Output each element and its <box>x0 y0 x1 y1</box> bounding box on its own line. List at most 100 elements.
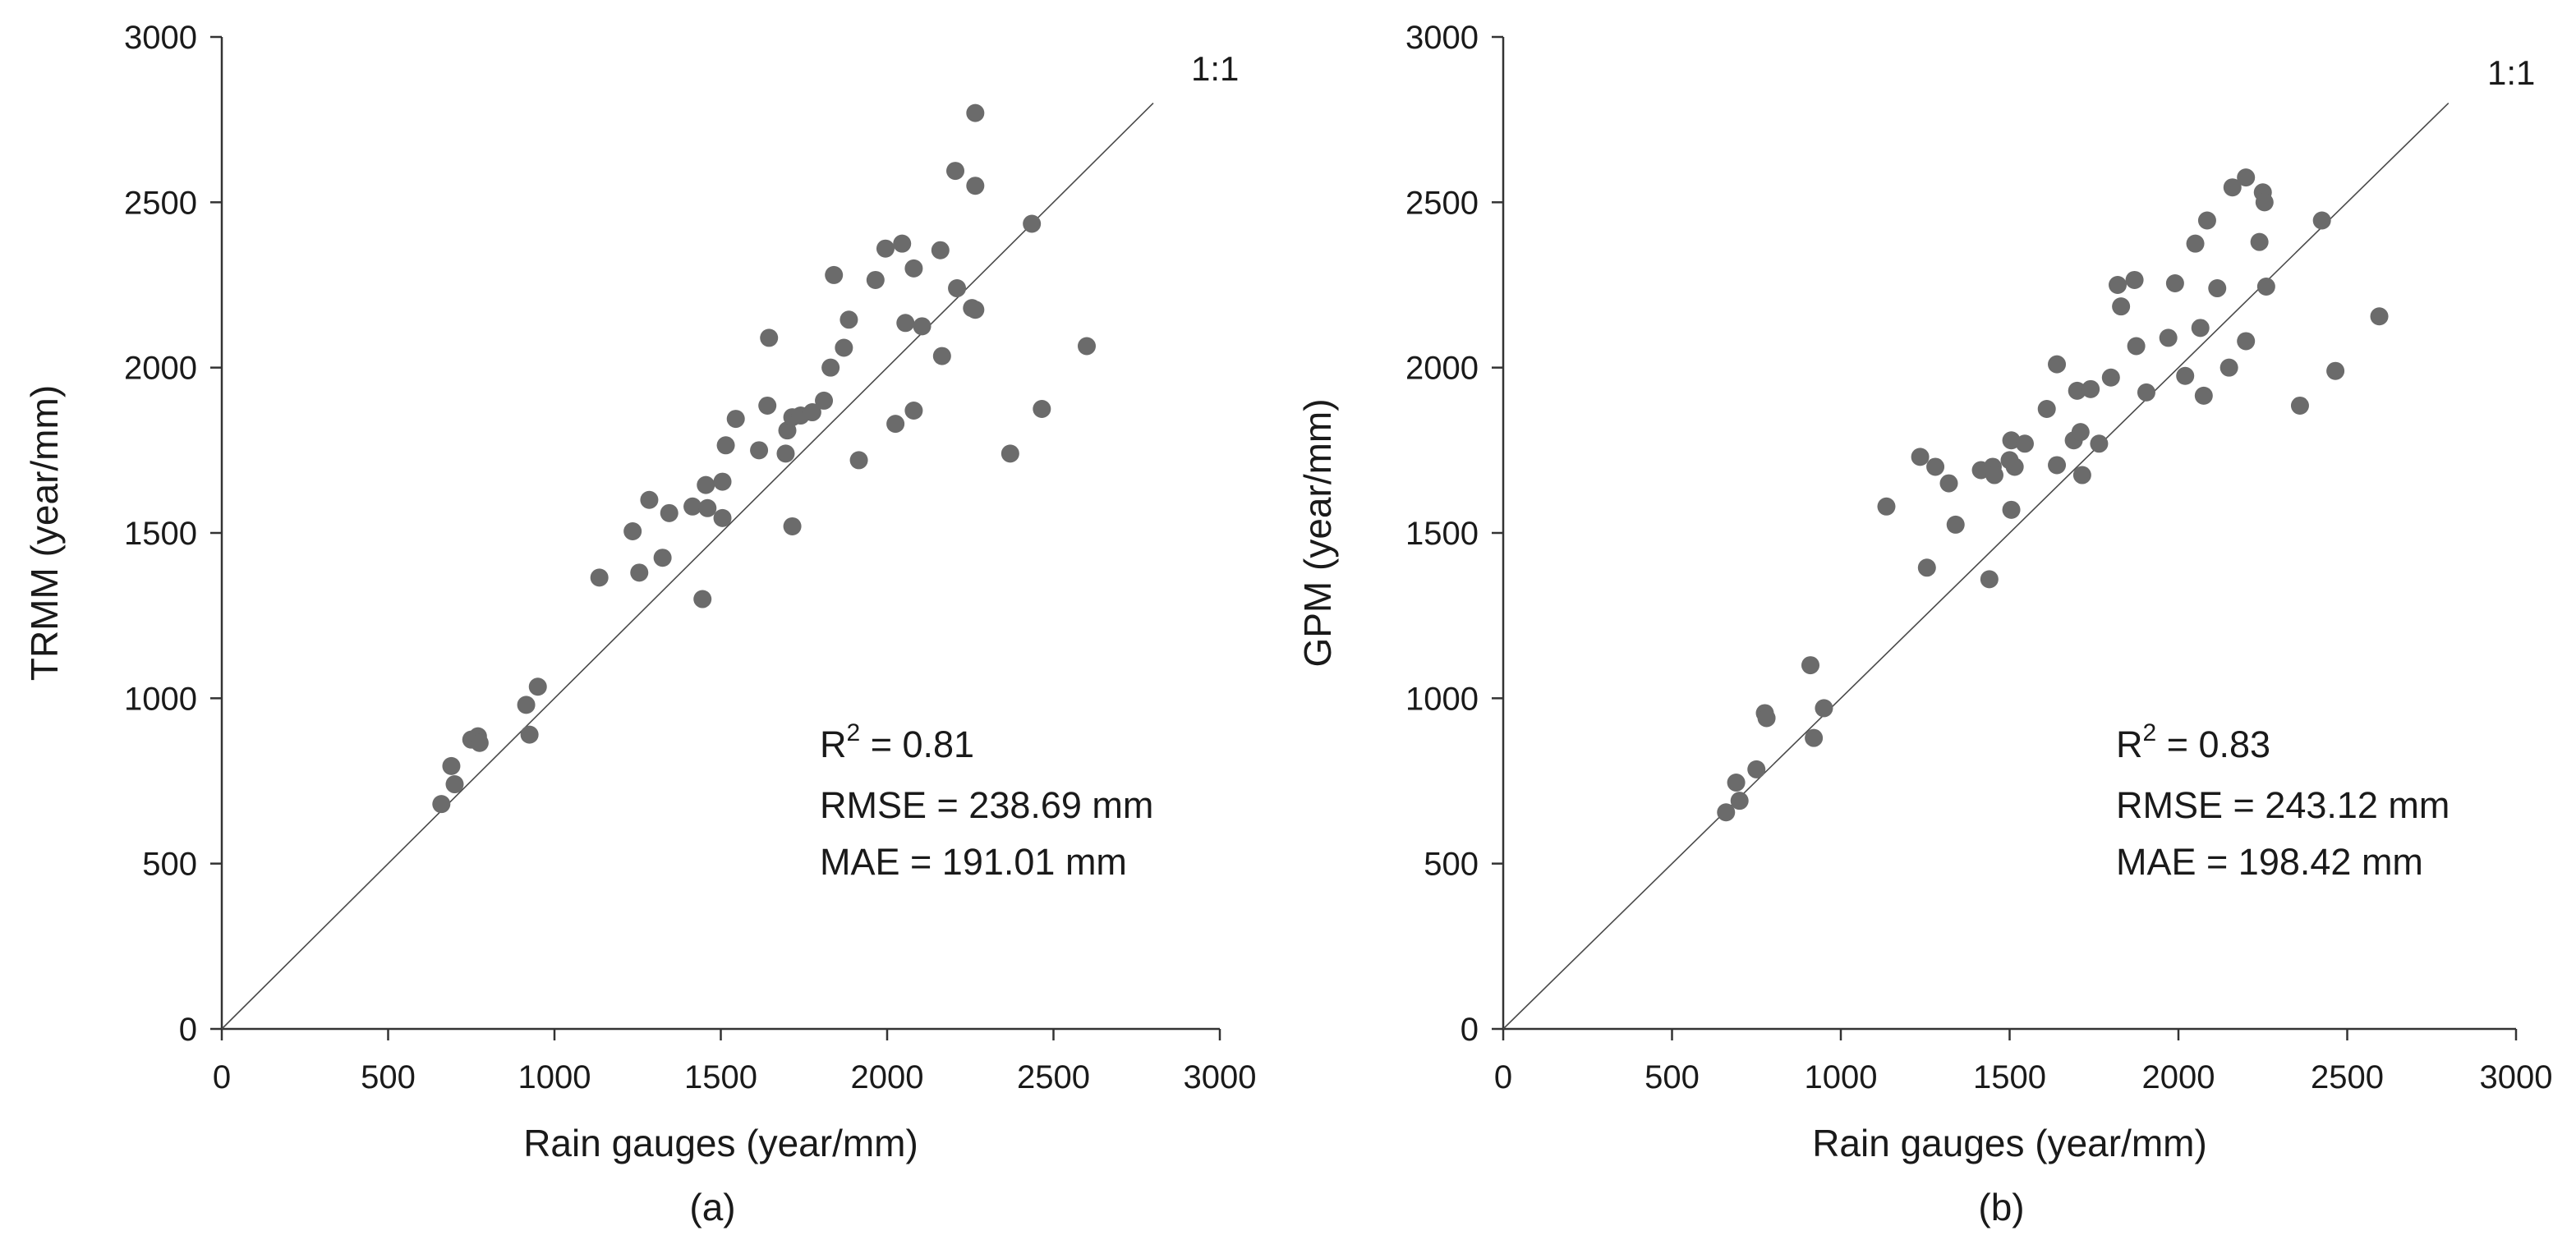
data-point <box>1078 337 1096 356</box>
data-point <box>2125 270 2144 289</box>
rmse-stat: RMSE = 243.12 mm <box>2116 784 2450 826</box>
data-point <box>2127 337 2146 356</box>
data-point <box>948 279 967 298</box>
data-point <box>2101 368 2120 387</box>
data-point <box>913 317 932 336</box>
data-point <box>840 310 858 329</box>
one-to-one-label: 1:1 <box>2487 53 2535 92</box>
mae-stat: MAE = 191.01 mm <box>820 841 1127 883</box>
y-tick-label: 1000 <box>124 681 197 717</box>
one-to-one-label: 1:1 <box>1191 49 1239 88</box>
y-tick-label: 3000 <box>1405 20 1479 56</box>
data-point <box>2015 434 2034 453</box>
data-point <box>876 239 895 258</box>
panel-caption: (b) <box>1978 1186 2024 1228</box>
data-point <box>1939 474 1958 493</box>
data-point <box>2137 383 2155 402</box>
data-point <box>2002 431 2021 450</box>
data-point <box>432 795 451 814</box>
data-point <box>896 314 915 333</box>
data-point <box>2197 211 2216 230</box>
data-point <box>932 347 951 365</box>
data-point <box>2159 328 2178 347</box>
data-point <box>1730 792 1749 810</box>
one-to-one-reference-line <box>221 102 1154 1030</box>
data-point <box>1033 400 1051 418</box>
data-point <box>1877 497 1896 516</box>
y-tick-label: 3000 <box>124 20 197 56</box>
x-tick-label: 500 <box>361 1059 416 1095</box>
data-point <box>1917 558 1936 577</box>
data-point <box>470 733 489 752</box>
data-point <box>1023 214 1042 233</box>
data-point <box>821 358 840 377</box>
data-point <box>758 396 777 415</box>
x-tick-label: 0 <box>213 1059 231 1095</box>
r-squared-superscript: 2 <box>2143 719 2157 746</box>
data-point <box>760 328 779 347</box>
data-point <box>2165 273 2184 292</box>
data-point <box>683 497 702 516</box>
data-point <box>2255 193 2274 212</box>
data-point <box>2208 279 2227 298</box>
data-point <box>1985 466 2004 484</box>
data-point <box>697 475 715 494</box>
x-tick-label: 3000 <box>2480 1059 2553 1095</box>
data-point <box>623 521 642 540</box>
data-point <box>653 549 672 567</box>
data-point <box>966 103 985 122</box>
y-tick-label: 2000 <box>1405 351 1479 387</box>
data-point <box>966 177 985 195</box>
y-tick-label: 1500 <box>1405 516 1479 552</box>
data-point <box>2072 466 2091 484</box>
r-squared-prefix: R <box>2116 723 2143 765</box>
data-point <box>783 517 802 535</box>
x-tick-label: 3000 <box>1184 1059 1257 1095</box>
y-tick-label: 500 <box>142 847 197 883</box>
data-point <box>946 162 965 181</box>
y-tick-label: 2000 <box>124 351 197 387</box>
panel-a-scatter-plot: 0 500 1000 1500 2000 2500 3000 0 500 1000 1500 2000… <box>23 20 1256 1228</box>
data-point <box>886 415 905 434</box>
x-axis-title: Rain gauges (year/mm) <box>1812 1122 2207 1164</box>
data-point <box>2176 366 2195 385</box>
data-point <box>966 301 985 319</box>
data-point <box>2370 307 2389 326</box>
data-point <box>590 568 609 587</box>
data-point <box>2194 386 2213 405</box>
data-point <box>528 677 547 696</box>
data-point <box>2186 234 2205 253</box>
mae-stat: MAE = 198.42 mm <box>2116 841 2423 883</box>
data-point <box>2250 232 2269 251</box>
data-point <box>1805 728 1824 747</box>
r-squared-stat: R2 = 0.81 <box>820 719 974 765</box>
data-point <box>1757 709 1776 728</box>
data-point <box>2037 400 2056 418</box>
y-tick-label: 0 <box>179 1012 197 1048</box>
data-point <box>2223 178 2242 197</box>
data-point <box>693 590 712 608</box>
data-point <box>2068 381 2086 400</box>
data-point <box>904 402 923 420</box>
data-point <box>716 436 735 455</box>
data-point <box>630 563 649 582</box>
data-point <box>2256 278 2275 296</box>
data-point <box>2237 332 2256 351</box>
data-point <box>2312 211 2331 230</box>
data-point <box>776 444 795 463</box>
x-tick-label: 1000 <box>518 1059 591 1095</box>
data-point <box>1801 656 1820 675</box>
data-point <box>1911 448 1930 466</box>
data-point <box>517 696 536 714</box>
data-point <box>893 234 912 253</box>
x-tick-label: 2500 <box>1017 1059 1090 1095</box>
data-point <box>713 508 732 527</box>
data-point <box>698 498 717 517</box>
y-tick-label: 500 <box>1424 847 1479 883</box>
panel-b-scatter-plot: 0 500 1000 1500 2000 2500 3000 0 500 1000 1500 2000… <box>1296 20 2552 1228</box>
panel-caption: (a) <box>689 1186 735 1228</box>
data-point <box>2237 168 2256 187</box>
data-point <box>1000 444 1019 463</box>
data-point <box>2048 355 2067 374</box>
